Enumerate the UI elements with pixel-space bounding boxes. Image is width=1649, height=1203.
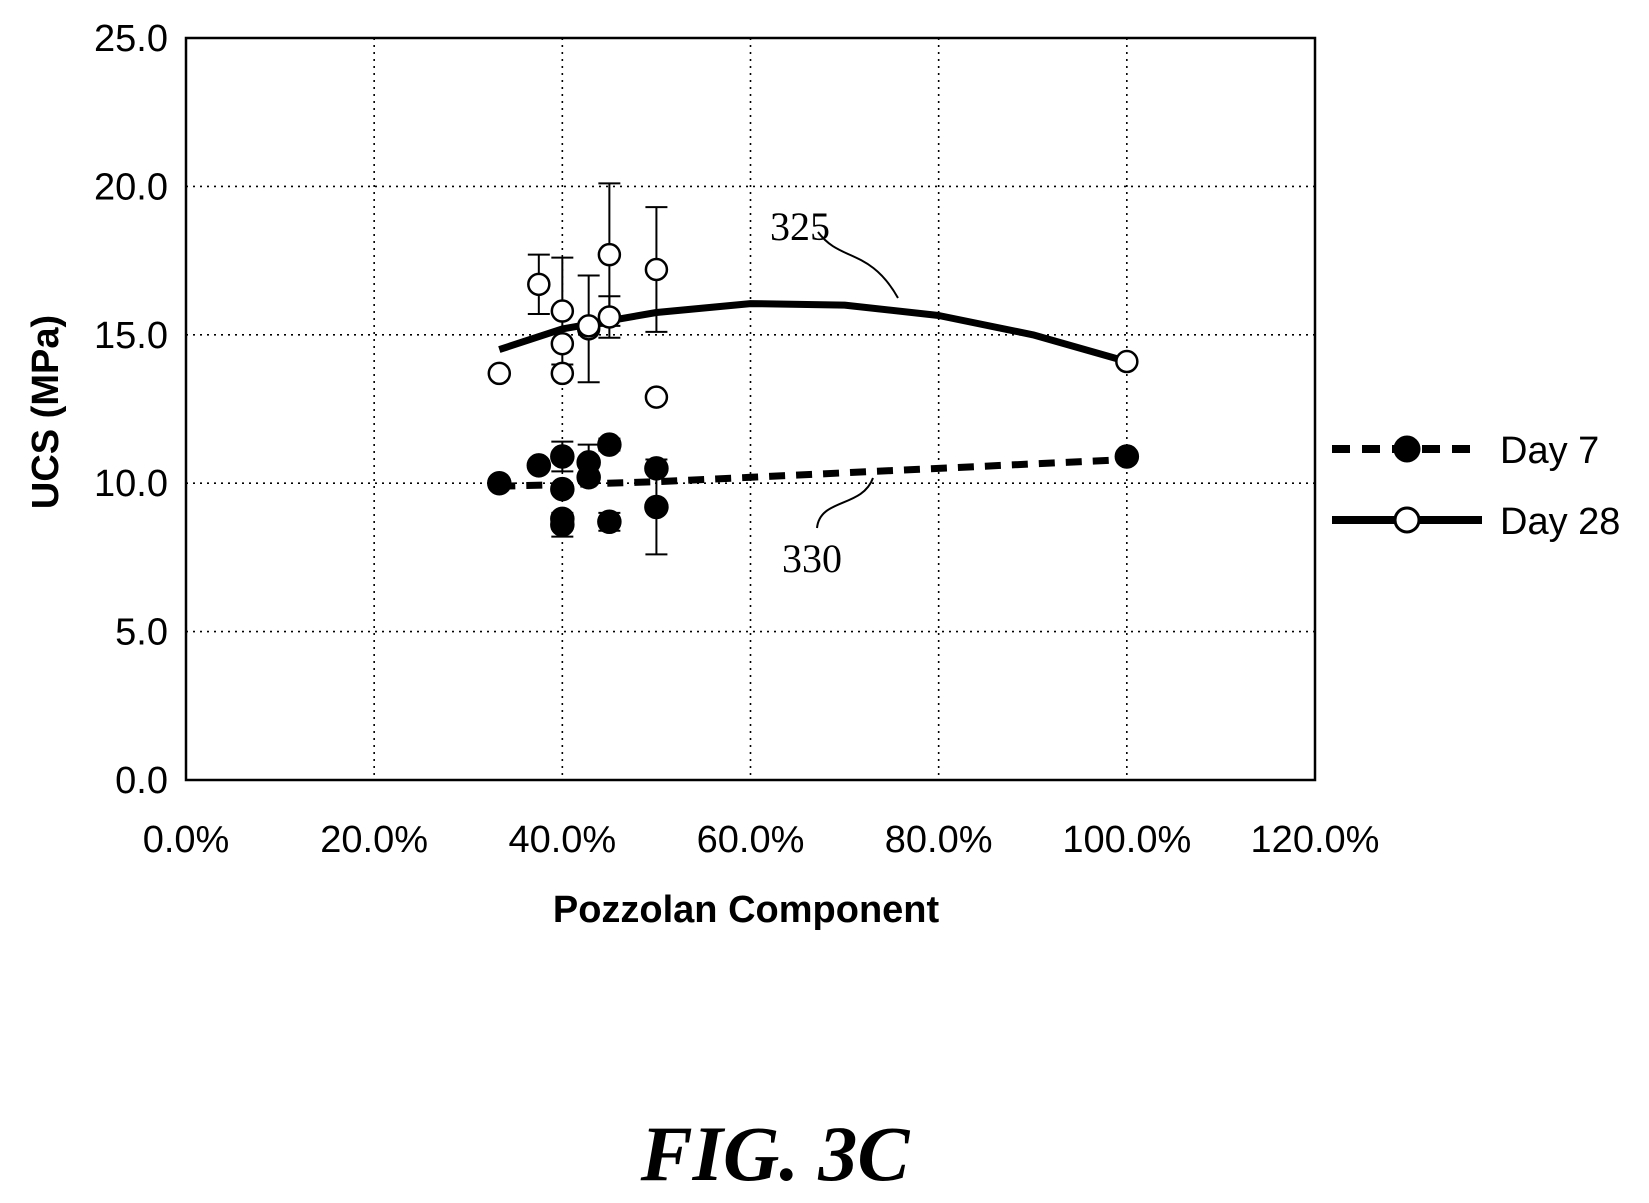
data-point-day-28-0 [487,361,512,386]
callout-leader-325 [817,231,899,299]
x-tick-label-3: 60.0% [697,819,805,861]
x-tick-label-0: 0.0% [143,819,230,861]
callout-label-325: 325 [770,204,830,249]
data-point-day-28-4 [550,361,575,386]
x-axis-title: Pozzolan Component [553,889,940,931]
legend-label-day-28: Day 28 [1500,501,1620,543]
data-point-day-28-9 [644,257,669,282]
x-tick-label-5: 100.0% [1062,819,1191,861]
trendline-day-7 [499,456,1127,490]
y-tick-label-3: 15.0 [94,315,168,357]
data-point-day-7-0 [487,470,512,496]
grid-lines [186,38,1315,780]
y-axis-ticks: 0.0 5.0 10.0 15.0 20.0 25.0 [94,18,168,802]
data-point-day-28-10 [644,385,669,409]
x-tick-label-1: 20.0% [320,819,428,861]
data-point-day-28-3 [550,331,575,356]
y-tick-label-4: 20.0 [94,166,168,208]
data-point-day-7-3 [550,476,575,502]
x-tick-label-4: 80.0% [885,819,993,861]
data-point-day-7-12 [1114,444,1140,469]
data-point-day-7-8 [597,432,622,457]
y-tick-label-5: 25.0 [94,18,168,60]
y-tick-label-0: 0.0 [115,760,168,802]
data-point-day-28-7 [597,242,622,267]
legend-item-day-7: Day 7 [1332,430,1599,472]
x-tick-label-2: 40.0% [508,819,616,861]
data-point-day-7-9 [597,509,622,535]
data-point-day-7-10 [644,456,669,481]
y-tick-label-1: 5.0 [115,612,168,654]
plot-frame [184,36,1317,782]
data-point-day-28-1 [527,272,551,297]
data-point-day-7-5 [550,512,575,538]
callout-label-330: 330 [782,536,842,581]
data-point-day-7-2 [550,444,575,469]
data-point-day-7-7 [576,465,601,490]
figure-label: FIG. 3C [640,1110,911,1197]
reference-callouts: 325 330 [770,204,899,581]
data-point-day-28-11 [1115,349,1139,374]
error-bars [527,182,668,556]
x-tick-label-6: 120.0% [1251,819,1380,861]
y-tick-label-2: 10.0 [94,463,168,505]
callout-leader-330 [816,477,874,529]
data-point-day-28-2 [550,299,575,323]
data-point-day-28-6 [576,314,601,338]
legend-swatch-marker-day-28 [1393,506,1421,534]
data-points [487,242,1140,538]
data-point-day-7-11 [644,494,669,520]
legend-label-day-7: Day 7 [1500,430,1599,472]
x-axis-ticks: 0.0% 20.0% 40.0% 60.0% 80.0% 100.0% 120.0% [143,819,1380,861]
legend-item-day-28: Day 28 [1332,501,1620,543]
data-point-day-28-8 [597,305,622,329]
data-point-day-7-1 [526,453,552,478]
legend-swatch-marker-day-7 [1393,435,1421,463]
y-axis-title: UCS (MPa) [25,315,67,509]
legend: Day 7 Day 28 [1332,430,1620,543]
